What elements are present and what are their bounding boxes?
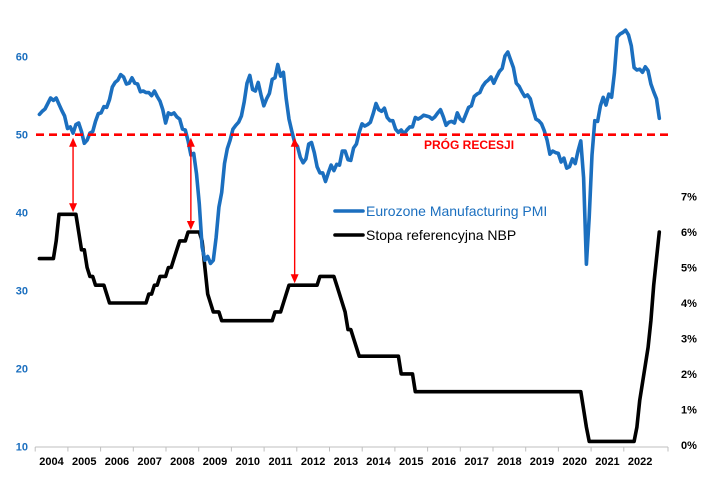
right-axis-label: 3% bbox=[681, 333, 697, 345]
arrowhead-up-icon bbox=[290, 137, 299, 147]
x-axis-label: 2005 bbox=[72, 456, 96, 468]
recession-threshold-label: PRÓG RECESJI bbox=[424, 138, 515, 152]
left-axis-label: 30 bbox=[16, 286, 28, 298]
arrowhead-up-icon bbox=[69, 137, 78, 147]
right-axis-label: 2% bbox=[681, 369, 697, 381]
x-axis-label: 2010 bbox=[236, 456, 260, 468]
left-axis-label: 60 bbox=[16, 52, 28, 64]
x-axis-label: 2016 bbox=[432, 456, 456, 468]
left-axis-label: 40 bbox=[16, 208, 28, 220]
x-axis-label: 2020 bbox=[563, 456, 587, 468]
x-axis-label: 2014 bbox=[366, 456, 391, 468]
x-axis-label: 2019 bbox=[530, 456, 554, 468]
right-axis-label: 0% bbox=[681, 440, 697, 452]
x-axis-label: 2015 bbox=[399, 456, 423, 468]
x-axis-label: 2006 bbox=[105, 456, 129, 468]
left-axis-label: 50 bbox=[16, 130, 28, 142]
legend-item-nbp: Stopa referencyjna NBP bbox=[366, 227, 517, 243]
x-axis-label: 2018 bbox=[497, 456, 521, 468]
arrowhead-up-icon bbox=[186, 137, 195, 147]
right-axis-label: 4% bbox=[681, 298, 697, 310]
x-axis-label: 2008 bbox=[170, 456, 194, 468]
arrowhead-down-icon bbox=[69, 203, 78, 213]
x-axis-label: 2017 bbox=[464, 456, 488, 468]
x-axis-label: 2007 bbox=[137, 456, 161, 468]
right-axis-label: 1% bbox=[681, 404, 697, 416]
arrowhead-down-icon bbox=[186, 221, 195, 231]
nbp-rate-line bbox=[37, 212, 662, 444]
left-axis-label: 20 bbox=[16, 364, 28, 376]
right-axis-label: 7% bbox=[681, 192, 697, 204]
x-axis-label: 2012 bbox=[301, 456, 325, 468]
pmi-line bbox=[37, 28, 662, 266]
legend-item-pmi: Eurozone Manufacturing PMI bbox=[366, 203, 548, 219]
x-axis-label: 2021 bbox=[595, 456, 619, 468]
x-axis-label: 2022 bbox=[628, 456, 652, 468]
x-axis-label: 2011 bbox=[269, 456, 293, 468]
right-axis-label: 5% bbox=[681, 263, 697, 275]
left-axis-label: 10 bbox=[16, 442, 28, 454]
right-axis-label: 6% bbox=[681, 227, 697, 239]
x-axis-label: 2009 bbox=[203, 456, 227, 468]
x-axis-label: 2004 bbox=[39, 456, 64, 468]
x-axis-label: 2013 bbox=[334, 456, 358, 468]
arrowhead-down-icon bbox=[290, 274, 299, 284]
